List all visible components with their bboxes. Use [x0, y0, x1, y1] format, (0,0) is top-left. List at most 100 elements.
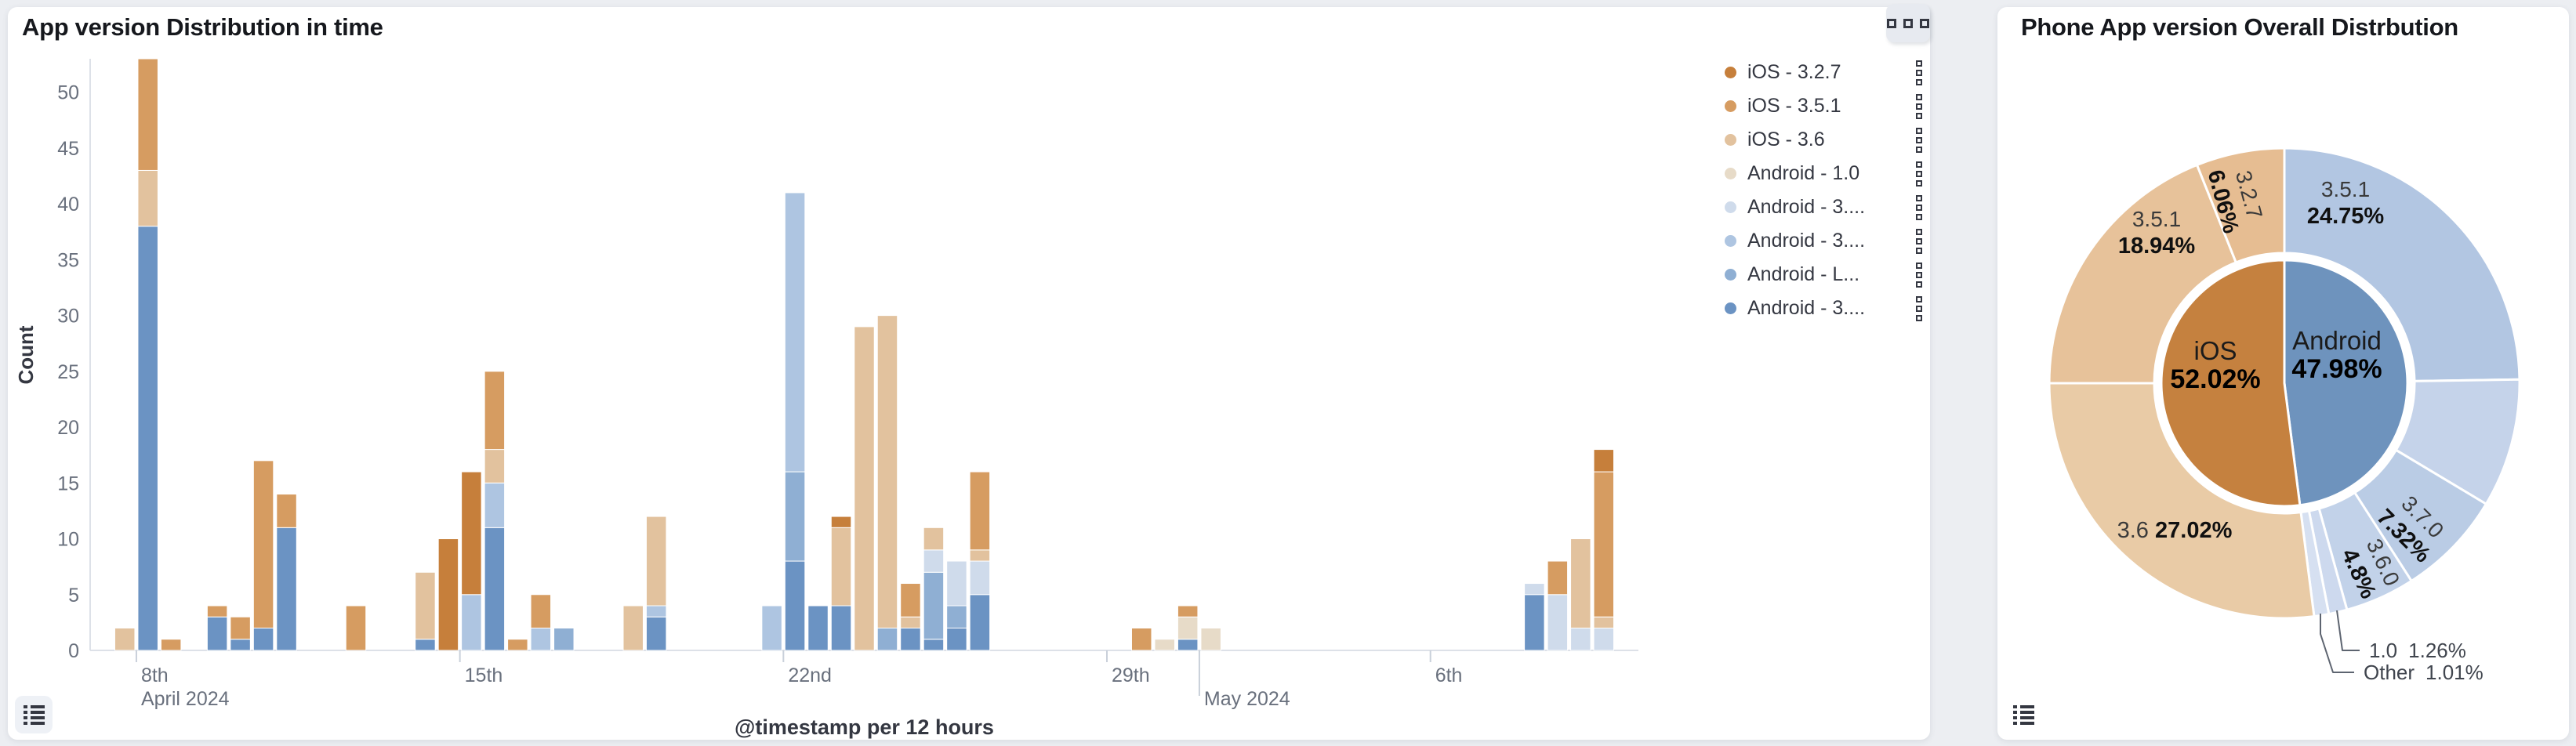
bar-segment[interactable]: [461, 471, 482, 596]
donut-outer-slice-3.5.1[interactable]: [2048, 163, 2237, 385]
legend-item-actions-button[interactable]: [1913, 158, 1925, 190]
legend-item-and_3a[interactable]: Android - 3....: [1725, 190, 1925, 224]
donut-chart-canvas[interactable]: 3.5.124.75%3.7.07.32%3.6.04.8%3.6 27.02%…: [1997, 7, 2569, 740]
bar-segment[interactable]: [1177, 605, 1199, 617]
bar-segment[interactable]: [807, 605, 829, 651]
bar-segment[interactable]: [1130, 628, 1152, 651]
bar-segment[interactable]: [830, 516, 852, 528]
legend-item-ios_351[interactable]: iOS - 3.5.1: [1725, 89, 1925, 123]
bar-segment[interactable]: [900, 583, 921, 617]
bar-segment[interactable]: [1570, 628, 1591, 651]
bar-segment[interactable]: [946, 560, 967, 607]
bar-segment[interactable]: [461, 594, 482, 651]
bar-segment[interactable]: [645, 605, 667, 617]
bar-segment[interactable]: [415, 571, 436, 640]
bar-segment[interactable]: [137, 226, 158, 651]
bar-segment[interactable]: [484, 527, 506, 651]
bar-segment[interactable]: [1593, 628, 1615, 651]
bar-segment[interactable]: [900, 628, 921, 651]
bar-segment[interactable]: [876, 315, 898, 629]
bar-segment[interactable]: [969, 594, 991, 651]
legend-item-actions-button[interactable]: [1913, 91, 1925, 122]
bar-segment[interactable]: [1177, 616, 1199, 640]
bar-segment[interactable]: [484, 449, 506, 483]
donut-inner-slice-iOS[interactable]: [2160, 259, 2302, 508]
bar-segment[interactable]: [784, 192, 806, 473]
donut-outer-slice-3.2.7[interactable]: [2196, 147, 2286, 264]
bar-segment[interactable]: [276, 527, 297, 651]
legend-item-ios_36[interactable]: iOS - 3.6: [1725, 123, 1925, 157]
donut-outer-slice-3.6[interactable]: [2048, 382, 2316, 620]
legend-item-and_10[interactable]: Android - 1.0: [1725, 157, 1925, 190]
bar-segment[interactable]: [553, 628, 575, 651]
bar-segment[interactable]: [206, 616, 228, 651]
bar-segment[interactable]: [160, 639, 182, 651]
bar-segment[interactable]: [507, 639, 528, 651]
bar-segment[interactable]: [900, 616, 921, 629]
legend-toggle-button[interactable]: [15, 696, 53, 733]
bar-segment[interactable]: [137, 169, 158, 227]
panel-options-button[interactable]: [1886, 4, 1930, 42]
bar-segment[interactable]: [923, 571, 945, 640]
bar-segment[interactable]: [1154, 639, 1175, 651]
bar-segment[interactable]: [946, 628, 967, 651]
bar-segment[interactable]: [1177, 639, 1199, 651]
legend-item-ios_327[interactable]: iOS - 3.2.7: [1725, 56, 1925, 89]
bar-segment[interactable]: [784, 471, 806, 562]
legend-item-actions-button[interactable]: [1913, 259, 1925, 291]
bar-segment[interactable]: [252, 628, 274, 651]
bar-segment[interactable]: [230, 639, 251, 651]
legend-toggle-button[interactable]: [2005, 696, 2042, 733]
bar-segment[interactable]: [1593, 449, 1615, 473]
legend-item-actions-button[interactable]: [1913, 293, 1925, 324]
legend-item-actions-button[interactable]: [1913, 192, 1925, 223]
bar-segment[interactable]: [645, 616, 667, 651]
bar-segment[interactable]: [923, 549, 945, 573]
bar-segment[interactable]: [1524, 594, 1545, 651]
bar-segment[interactable]: [230, 616, 251, 640]
legend-item-and_3b[interactable]: Android - 3....: [1725, 224, 1925, 258]
bar-segment[interactable]: [276, 494, 297, 528]
legend-item-actions-button[interactable]: [1913, 125, 1925, 156]
bar-segment[interactable]: [484, 371, 506, 451]
bar-segment[interactable]: [969, 549, 991, 562]
bar-segment[interactable]: [1547, 560, 1569, 596]
legend-item-and_L[interactable]: Android - L...: [1725, 258, 1925, 292]
bar-segment[interactable]: [969, 560, 991, 596]
bar-segment[interactable]: [784, 560, 806, 651]
legend-item-actions-button[interactable]: [1913, 226, 1925, 257]
bar-segment[interactable]: [437, 538, 459, 651]
bar-segment[interactable]: [622, 605, 644, 651]
bar-segment[interactable]: [854, 326, 875, 651]
bar-segment[interactable]: [137, 58, 158, 171]
bar-segment[interactable]: [415, 639, 436, 651]
legend-item-actions-button[interactable]: [1913, 57, 1925, 89]
bar-segment[interactable]: [923, 639, 945, 651]
bar-segment[interactable]: [1200, 628, 1221, 651]
bar-segment[interactable]: [1547, 594, 1569, 651]
bar-segment[interactable]: [530, 628, 552, 651]
bar-segment[interactable]: [830, 527, 852, 607]
bar-segment[interactable]: [876, 628, 898, 651]
bar-segment[interactable]: [484, 482, 506, 528]
bar-segment[interactable]: [1570, 538, 1591, 629]
bar-segment[interactable]: [1524, 583, 1545, 596]
bar-segment[interactable]: [530, 594, 552, 629]
bar-segment[interactable]: [969, 471, 991, 551]
bar-segment[interactable]: [114, 628, 136, 651]
boxes-vertical-icon: [1916, 69, 1922, 76]
bar-segment[interactable]: [206, 605, 228, 617]
bar-segment[interactable]: [345, 605, 367, 651]
legend-item-and_3c[interactable]: Android - 3....: [1725, 292, 1925, 325]
bar-segment[interactable]: [946, 605, 967, 629]
bar-segment[interactable]: [645, 516, 667, 607]
bar-segment[interactable]: [923, 527, 945, 551]
donut-outer-slice-3.5.1[interactable]: [2283, 147, 2521, 382]
bar-segment[interactable]: [1593, 471, 1615, 617]
bar-segment[interactable]: [252, 460, 274, 629]
bar-segment[interactable]: [1593, 616, 1615, 629]
bar-segment[interactable]: [830, 605, 852, 651]
donut-inner-slice-Android[interactable]: [2283, 259, 2409, 507]
bar-segment[interactable]: [761, 605, 782, 651]
